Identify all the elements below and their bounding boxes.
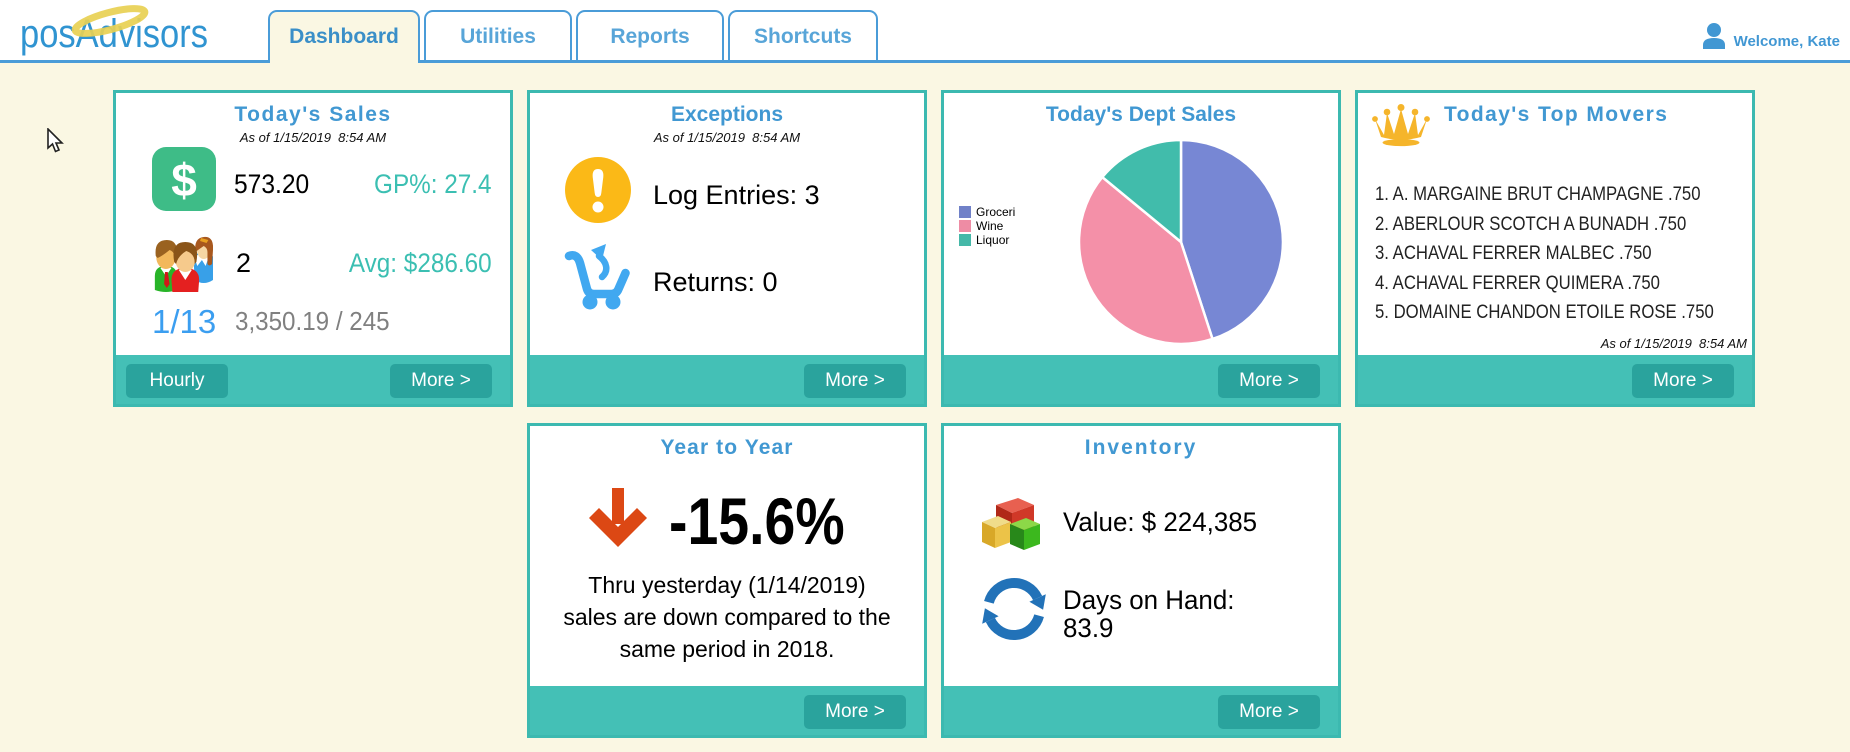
svg-text:posAdvisors: posAdvisors (20, 12, 208, 56)
svg-text:$: $ (171, 154, 197, 206)
